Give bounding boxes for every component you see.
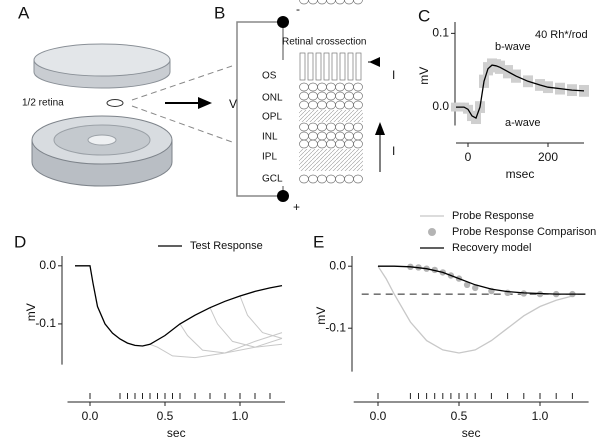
x-tick-label: 0.5 [451,409,468,423]
data-line [179,323,283,354]
legend-label: Test Response [190,240,263,252]
panel-label: C [418,6,430,25]
voltage-label: V [229,97,237,111]
x-axis-label: msec [506,167,535,181]
x-tick-label: 1.0 [532,409,549,423]
annotation: b-wave [495,41,530,53]
x-axis-label: sec [167,426,186,440]
panel-label: E [313,232,324,251]
current-label: I [392,144,395,158]
y-tick-label: 0.1 [432,26,449,40]
x-tick-label: 0.0 [82,409,99,423]
y-axis-label: mV [417,67,431,85]
panel-label: B [214,3,225,22]
layer-label: INL [262,132,278,143]
y-tick-label: 0.0 [432,99,449,113]
panel-label: A [18,3,30,22]
data-line [75,265,283,347]
legend-label: Recovery model [452,242,531,254]
y-tick-label: 0.0 [329,258,346,272]
y-tick-label: -0.1 [35,316,56,330]
annotation: 40 Rh*/rod [535,29,588,41]
x-tick-label: 1.0 [232,409,249,423]
negative-electrode: - [296,2,300,16]
y-tick-label: 0.0 [39,258,56,272]
data-point [463,281,471,288]
layer-label: IPL [262,152,277,163]
data-line [209,307,283,348]
current-label: I [392,68,395,82]
crossection-title: Retinal crossection [282,37,366,48]
data-line [456,64,585,120]
legend-marker [428,228,436,236]
data-point [472,284,479,292]
retina-label: 1/2 retina [22,98,64,109]
x-tick-label: 200 [538,150,558,164]
layer-label: ONL [262,93,283,104]
x-axis-label: sec [462,426,481,440]
layer-label: GCL [262,174,283,185]
panel-label: D [14,232,26,251]
current-arrows [368,57,385,172]
annotation: a-wave [505,117,540,129]
layer-label: OPL [262,112,282,123]
y-tick-label: -0.1 [325,320,346,334]
x-tick-label: 0 [465,150,472,164]
positive-electrode: + [293,200,300,214]
data-line [377,265,573,354]
data-line [378,265,586,295]
data-line [239,295,283,339]
circuit [236,16,289,202]
data-line [149,332,283,359]
layer-label: OS [262,71,277,82]
y-axis-label: mV [314,307,328,325]
x-tick-label: 0.5 [157,409,174,423]
legend-label: Probe Response [452,210,534,222]
legend-label: Probe Response Comparison [452,226,596,238]
petri-dishes [31,43,233,187]
retina-section [299,0,363,184]
y-axis-label: mV [24,303,38,321]
x-tick-label: 0.0 [370,409,387,423]
